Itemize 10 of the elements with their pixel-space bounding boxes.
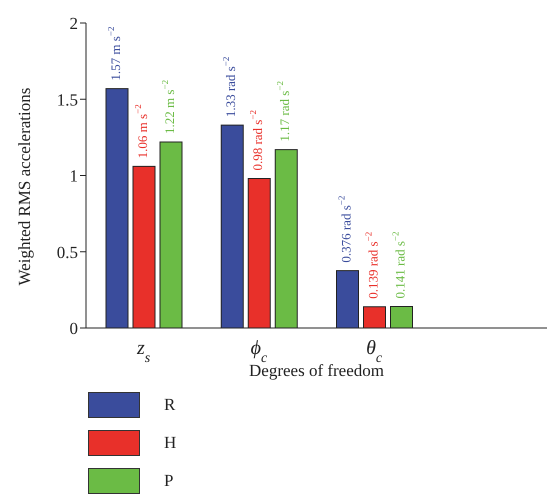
y-tick-label: 2: [70, 14, 78, 34]
x-tick-label: z$_{s}$: [136, 337, 151, 366]
legend-label: P: [164, 471, 174, 490]
legend-label: R: [164, 395, 176, 414]
y-axis-title: Weighted RMS accelerations: [15, 88, 34, 286]
y-tick-label: 0.5: [56, 242, 78, 262]
y-tick-label: 1: [70, 166, 78, 186]
legend-label: H: [164, 433, 176, 452]
y-tick-label: 1.5: [56, 90, 78, 110]
y-tick-label: 0: [70, 319, 78, 338]
